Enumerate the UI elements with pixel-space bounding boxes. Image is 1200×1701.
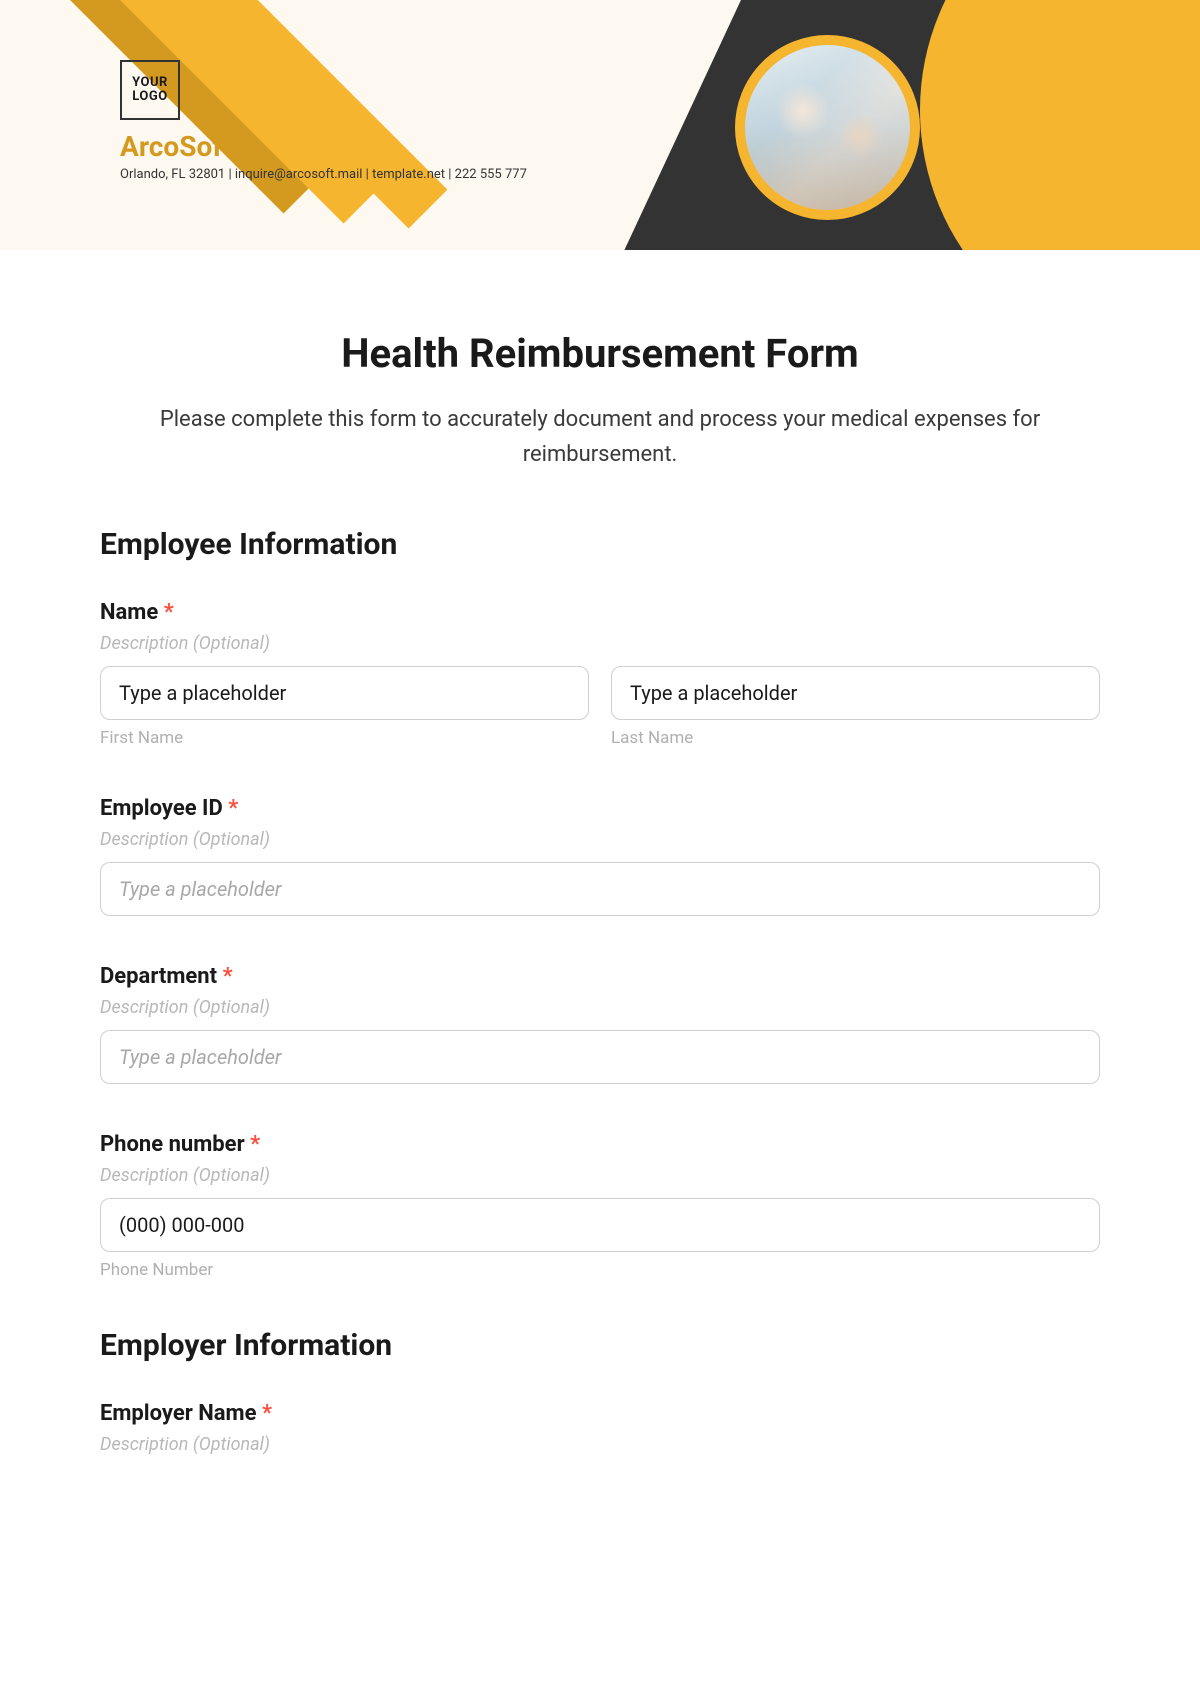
label-text: Department [100,964,217,989]
field-description: Description (Optional) [100,997,1100,1018]
form-content: Health Reimbursement Form Please complet… [0,250,1200,1507]
label-text: Phone number [100,1132,245,1157]
required-marker: * [262,1401,272,1426]
field-description: Description (Optional) [100,633,1100,654]
label-text: Name [100,600,158,625]
field-employee-id: Employee ID * Description (Optional) [100,796,1100,916]
logo-placeholder: YOUR LOGO [120,60,180,120]
logo-text: YOUR [132,75,168,90]
required-marker: * [223,964,233,989]
required-marker: * [228,796,238,821]
company-name: ArcoSoft [120,130,527,163]
field-label: Employer Name * [100,1401,1100,1426]
last-name-sublabel: Last Name [611,728,1100,748]
label-text: Employee ID [100,796,223,821]
field-department: Department * Description (Optional) [100,964,1100,1084]
last-name-input[interactable] [611,666,1100,720]
form-title: Health Reimbursement Form [100,330,1100,377]
employee-id-input[interactable] [100,862,1100,916]
section-heading-employee: Employee Information [100,527,1100,562]
first-name-sublabel: First Name [100,728,589,748]
field-description: Description (Optional) [100,1165,1100,1186]
field-label: Name * [100,600,1100,625]
phone-sublabel: Phone Number [100,1260,1100,1280]
department-input[interactable] [100,1030,1100,1084]
field-employer-name: Employer Name * Description (Optional) [100,1401,1100,1455]
field-name: Name * Description (Optional) First Name… [100,600,1100,748]
field-label: Department * [100,964,1100,989]
field-label: Phone number * [100,1132,1100,1157]
section-heading-employer: Employer Information [100,1328,1100,1363]
field-description: Description (Optional) [100,1434,1100,1455]
header-photo [735,35,920,220]
field-label: Employee ID * [100,796,1100,821]
logo-block: YOUR LOGO ArcoSoft Orlando, FL 32801 | i… [120,60,527,182]
required-marker: * [250,1132,260,1157]
form-intro: Please complete this form to accurately … [100,402,1100,472]
phone-input[interactable] [100,1198,1100,1252]
yellow-circle-decoration [920,0,1200,250]
header-banner: YOUR LOGO ArcoSoft Orlando, FL 32801 | i… [0,0,1200,250]
field-description: Description (Optional) [100,829,1100,850]
label-text: Employer Name [100,1401,256,1426]
first-name-input[interactable] [100,666,589,720]
required-marker: * [164,600,174,625]
company-info: Orlando, FL 32801 | inquire@arcosoft.mai… [120,167,527,182]
logo-text: LOGO [132,89,167,104]
field-phone: Phone number * Description (Optional) Ph… [100,1132,1100,1280]
